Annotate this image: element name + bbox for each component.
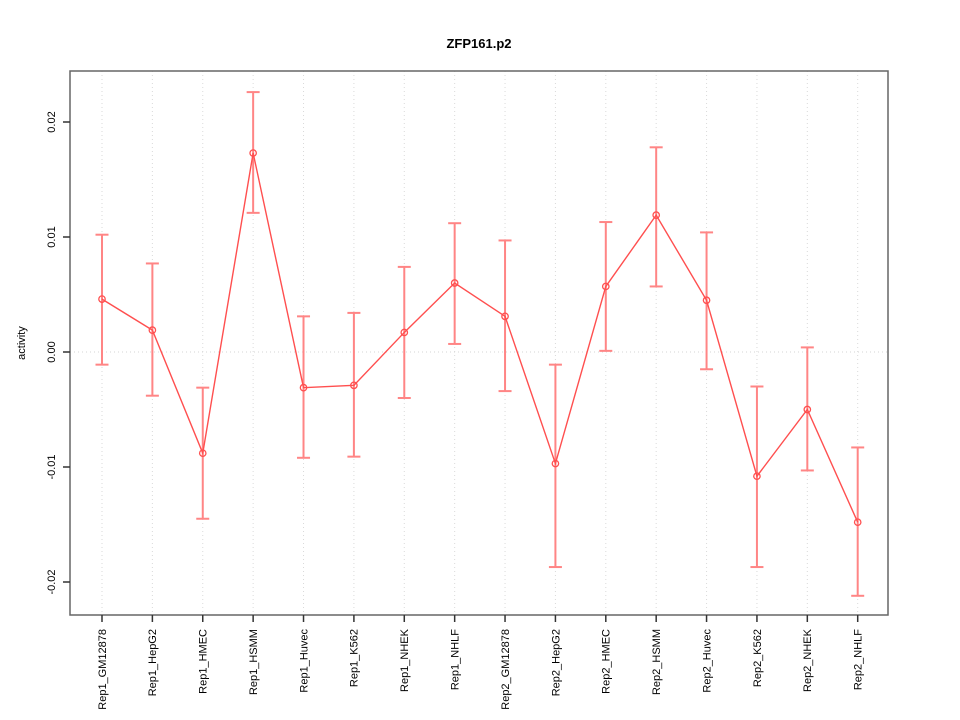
data-point-marker bbox=[198, 449, 207, 458]
series-line bbox=[101, 152, 859, 523]
data-point-marker bbox=[249, 149, 257, 157]
chart-title: ZFP161.p2 bbox=[446, 36, 511, 51]
data-point-marker bbox=[551, 459, 560, 468]
x-tick-label: Rep2_K562 bbox=[752, 629, 764, 687]
data-point-marker bbox=[98, 295, 106, 303]
y-tick-label: 0.01 bbox=[46, 226, 58, 247]
x-tick-label: Rep1_NHEK bbox=[399, 628, 411, 692]
data-point-marker bbox=[450, 279, 459, 287]
x-tick-label: Rep1_HepG2 bbox=[147, 629, 159, 696]
x-tick-label: Rep1_GM12878 bbox=[97, 629, 109, 710]
data-point-marker bbox=[299, 383, 308, 392]
x-tick-label: Rep2_Huvec bbox=[701, 629, 713, 693]
plot-border bbox=[69, 70, 889, 616]
data-point-marker bbox=[803, 405, 812, 414]
x-tick-label: Rep2_HepG2 bbox=[550, 629, 562, 696]
data-point-marker bbox=[148, 326, 157, 334]
data-point-marker bbox=[702, 296, 711, 305]
x-tick-label: Rep2_HSMM bbox=[651, 629, 663, 695]
y-tick-label: -0.02 bbox=[46, 569, 58, 594]
y-tick-label: 0.02 bbox=[46, 111, 58, 132]
x-tick-label: Rep2_NHEK bbox=[802, 628, 814, 692]
y-tick-label: -0.01 bbox=[46, 454, 58, 479]
x-tick-label: Rep1_HSMM bbox=[248, 629, 260, 695]
x-tick-label: Rep1_HMEC bbox=[198, 629, 210, 694]
data-point-marker bbox=[400, 328, 409, 337]
x-tick-label: Rep1_K562 bbox=[349, 629, 361, 687]
y-axis-title: activity bbox=[16, 326, 28, 360]
data-point-marker bbox=[652, 211, 661, 219]
data-point-marker bbox=[753, 472, 761, 481]
x-tick-label: Rep1_Huvec bbox=[298, 629, 310, 693]
x-tick-label: Rep2_GM12878 bbox=[500, 629, 512, 710]
x-tick-label: Rep1_NHLF bbox=[450, 629, 462, 690]
data-point-marker bbox=[853, 518, 862, 527]
data-point-marker bbox=[350, 381, 358, 390]
data-point-marker bbox=[501, 312, 509, 321]
data-point-marker bbox=[601, 282, 610, 291]
x-tick-label: Rep2_NHLF bbox=[853, 629, 865, 690]
y-tick-label: 0.00 bbox=[46, 341, 58, 362]
x-tick-label: Rep2_HMEC bbox=[601, 629, 613, 694]
